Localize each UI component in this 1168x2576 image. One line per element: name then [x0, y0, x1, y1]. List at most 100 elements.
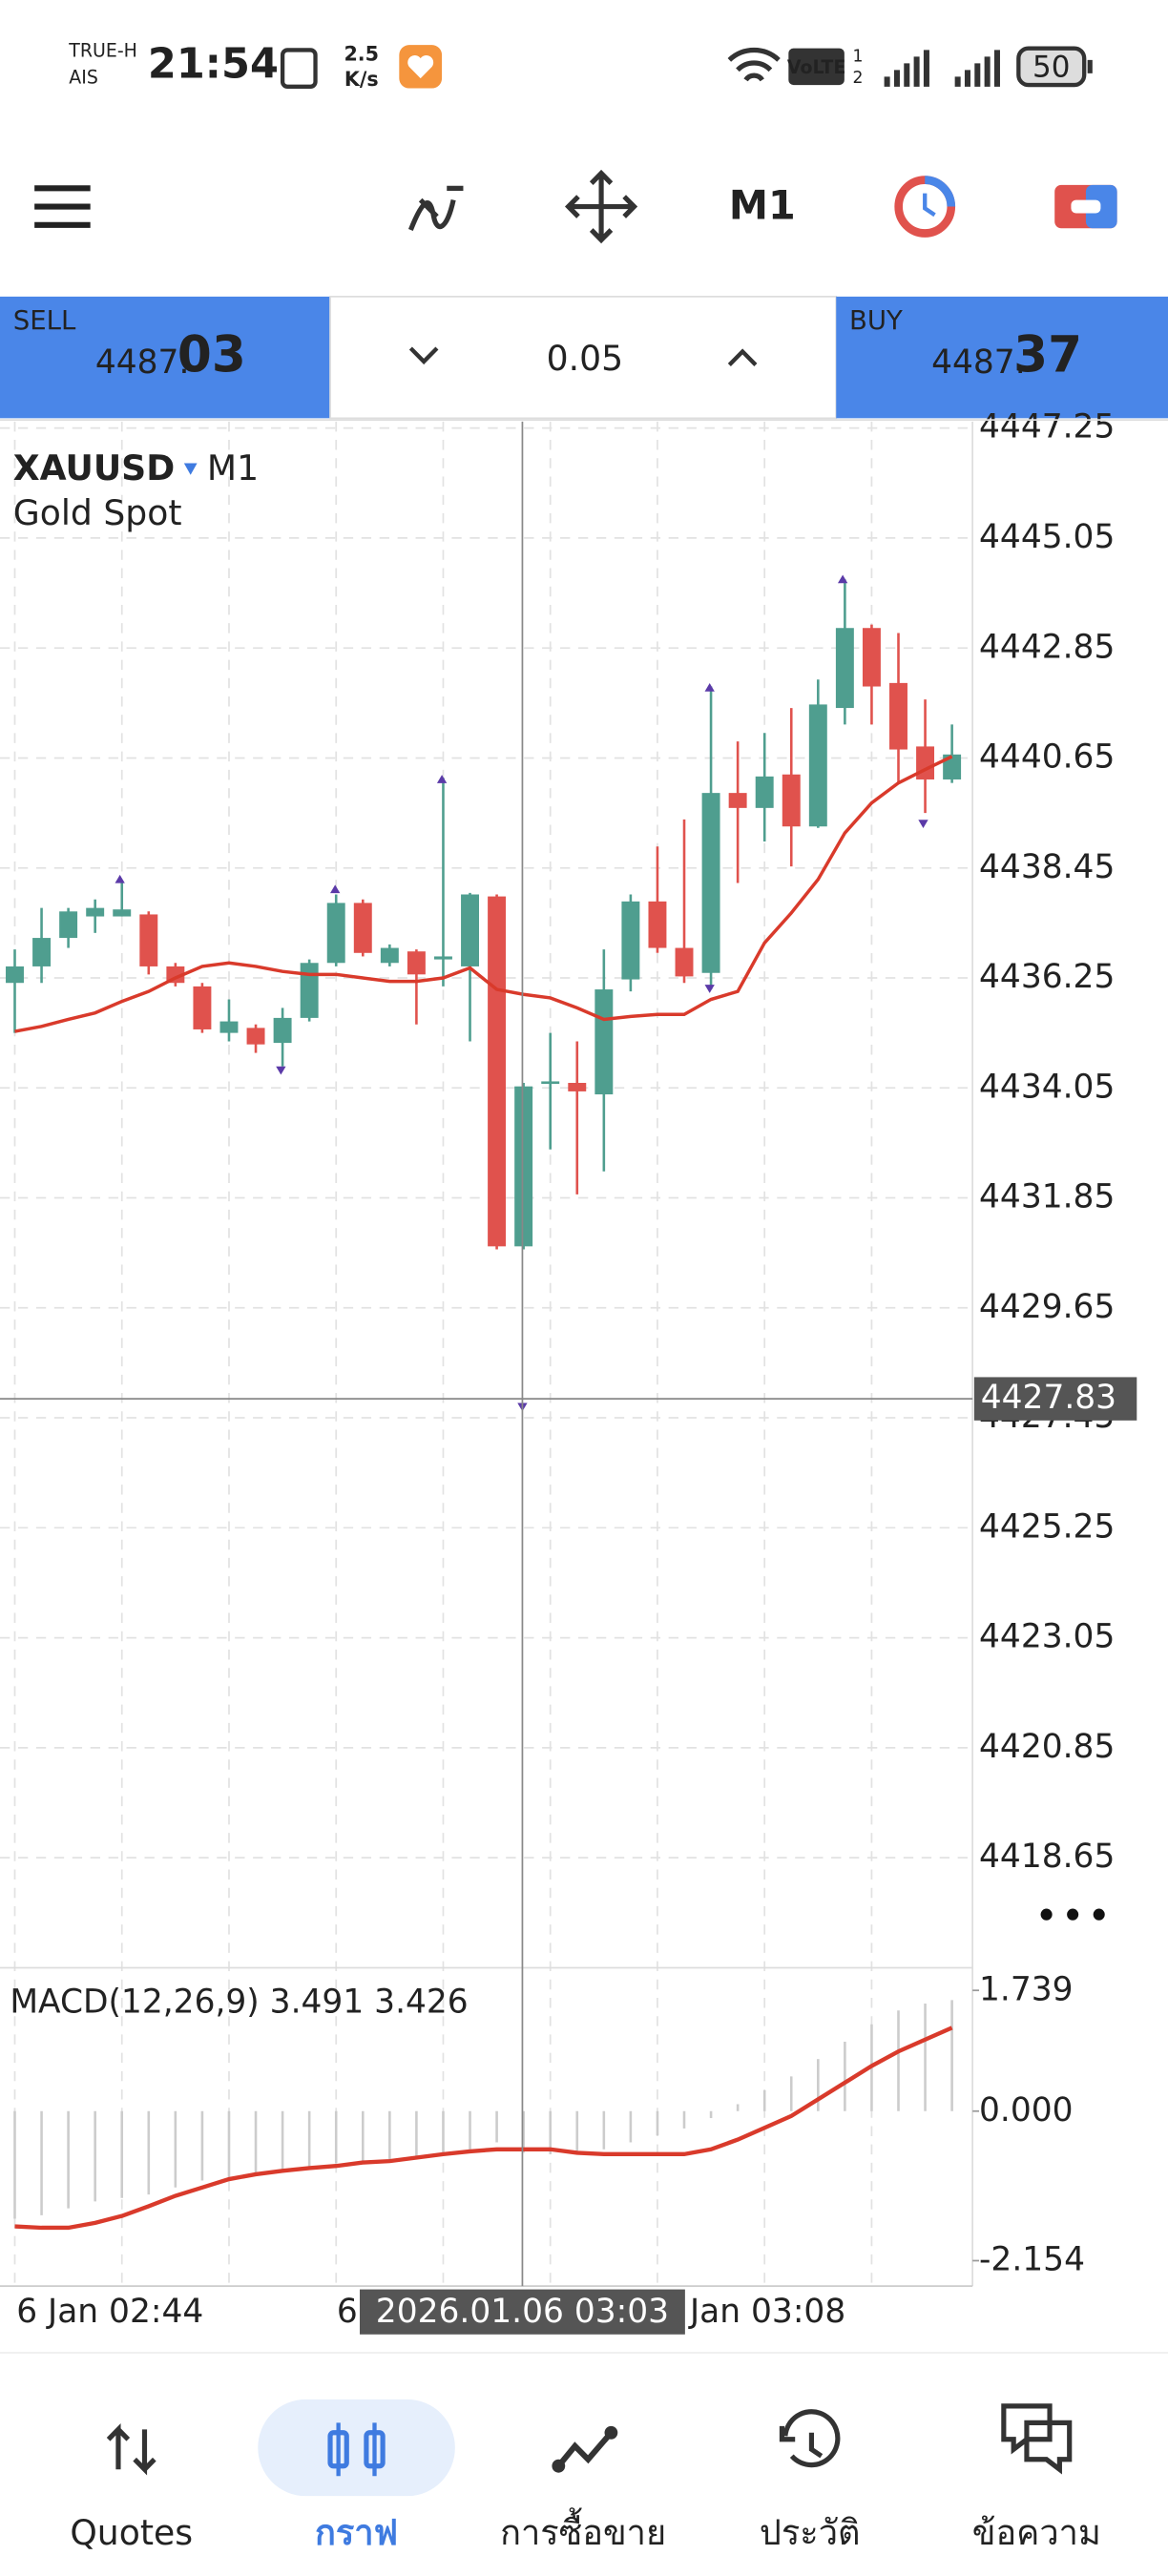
candle-body	[943, 754, 962, 779]
buy-price: 4487.	[931, 343, 1026, 382]
candle-body	[273, 1017, 292, 1044]
candle-body	[568, 1083, 587, 1091]
timeframe-button[interactable]: M1	[729, 181, 796, 228]
chart: 4447.25 4445.05 4442.85 4440.65 4438.45 4436.…	[0, 408, 1168, 2287]
candle-body	[701, 793, 720, 973]
buy-button[interactable]	[836, 296, 1168, 419]
volume-down[interactable]	[408, 346, 439, 365]
more-dot[interactable]	[1040, 1908, 1053, 1921]
sell-price-big: 03	[177, 326, 246, 384]
crosshair-time-box	[360, 2289, 685, 2335]
candle-body	[514, 1086, 533, 1247]
nav-label[interactable]: กราฟ	[315, 2512, 398, 2553]
price-tick-label: 4440.65	[979, 737, 1115, 776]
history-icon[interactable]	[779, 2409, 841, 2468]
candle-body	[300, 963, 319, 1018]
candle-body	[889, 682, 907, 750]
candle-body	[488, 896, 507, 1247]
volte-badge	[788, 48, 845, 86]
trade-icon-dot	[552, 2459, 566, 2473]
more-dot	[1093, 1908, 1105, 1921]
one-click-knob	[1071, 199, 1101, 214]
candle-body	[6, 966, 24, 984]
sell-price: 4487.	[95, 343, 190, 382]
fractal-arrow	[704, 683, 715, 692]
nav-label[interactable]: ข้อความ	[972, 2512, 1101, 2553]
price-tick-label: 4425.25	[979, 1507, 1115, 1546]
candle-body	[621, 901, 640, 980]
net-speed-unit: K/s	[344, 68, 379, 91]
heart-icon	[407, 54, 434, 79]
wifi-icon	[727, 47, 781, 82]
trade-icon[interactable]	[556, 2430, 614, 2468]
candle-body	[728, 793, 747, 808]
nav-label[interactable]: การซื้อขาย	[500, 2507, 666, 2553]
candle-body	[808, 704, 827, 827]
candle-body	[594, 989, 614, 1095]
time-label: Jan 03:08	[688, 2293, 845, 2331]
nav-label[interactable]: ประวัติ	[760, 2512, 861, 2553]
candle-body	[755, 776, 774, 808]
volume[interactable]: 0.05	[547, 338, 623, 379]
nav-label[interactable]: Quotes	[70, 2512, 193, 2553]
time-label: 6 Jan 02:44	[16, 2293, 203, 2331]
indicator-button[interactable]	[407, 185, 464, 231]
macd-tick-label: -2.154	[979, 2240, 1085, 2278]
macd-signal-line	[14, 2025, 953, 2231]
fractal-arrow	[704, 985, 715, 993]
candle-body	[835, 628, 854, 709]
fractal-arrow	[918, 820, 928, 828]
candle-body	[193, 986, 212, 1029]
buy-price-big: 37	[1013, 326, 1082, 384]
price-tick-label: 4420.85	[979, 1728, 1115, 1766]
clock-hand	[923, 193, 936, 218]
volume-up[interactable]	[727, 348, 758, 367]
candle-body	[353, 903, 372, 953]
trade-icon-dot	[604, 2425, 618, 2440]
price-tick-label: 4429.65	[979, 1288, 1115, 1326]
volume-box	[329, 295, 838, 420]
candle-body	[862, 628, 881, 687]
carrier: TRUE-H	[68, 41, 137, 62]
candle-body	[32, 938, 52, 966]
net-speed: 2.5	[344, 43, 379, 66]
nav-active-pill[interactable]	[258, 2399, 455, 2497]
candle-body	[246, 1028, 265, 1045]
signal-icon	[954, 50, 1000, 87]
candle-body	[675, 947, 694, 977]
candle-body	[782, 774, 801, 827]
crosshair-button[interactable]	[564, 169, 638, 244]
time-label: 6	[337, 2293, 358, 2331]
vibrate-icon	[280, 48, 318, 89]
battery-tip	[1087, 59, 1093, 73]
clock: 21:54	[148, 40, 279, 88]
fractal-arrow	[276, 1066, 286, 1075]
symbol-dropdown[interactable]	[183, 463, 198, 475]
messages-icon[interactable]	[1001, 2403, 1073, 2475]
current-price-label: 4427.83	[981, 1379, 1116, 1417]
sim: 1	[852, 47, 863, 66]
quotes-icon[interactable]	[106, 2422, 156, 2476]
sell-label: SELL	[13, 304, 76, 336]
chart-icon	[327, 2430, 349, 2469]
chart-timeframe: M1	[207, 447, 259, 488]
price-tick-label: 4434.05	[979, 1068, 1115, 1106]
fractal-arrow	[330, 884, 341, 894]
one-click-half	[1085, 184, 1117, 229]
crosshair-time: 2026.01.06 03:03	[376, 2293, 669, 2331]
signal-icon	[884, 50, 929, 87]
price-tick-label: 4445.05	[979, 518, 1115, 556]
fractal-arrow	[115, 874, 125, 883]
symbol[interactable]: XAUUSD	[13, 447, 175, 488]
candle-body	[380, 947, 399, 964]
menu-button[interactable]	[34, 185, 91, 228]
volte: VoLTE	[787, 57, 845, 78]
sell-button[interactable]	[0, 296, 331, 419]
moving-average-line	[14, 755, 953, 1033]
macd-tick-label: 1.739	[979, 1970, 1074, 2008]
trade-button-arc	[924, 176, 956, 207]
sim: 2	[852, 69, 863, 88]
candle-body	[139, 914, 158, 966]
fractal-arrow	[436, 775, 448, 783]
